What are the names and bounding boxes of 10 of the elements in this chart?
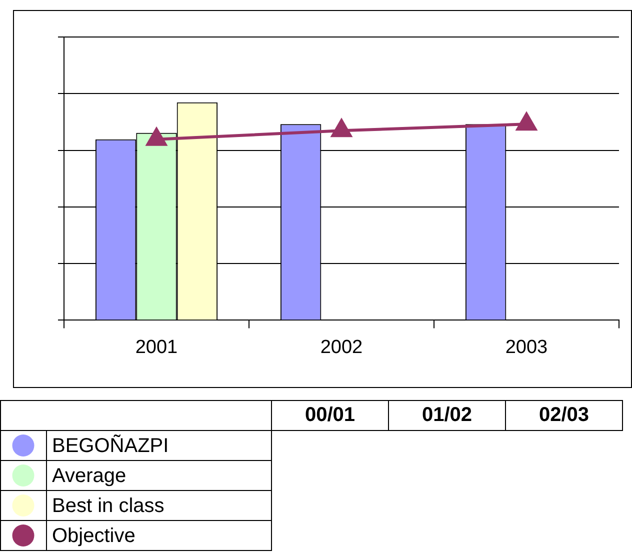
- legend-label: Objective: [52, 525, 136, 548]
- legend-label: Best in class: [52, 495, 164, 518]
- x-tick-label: 2001: [135, 336, 178, 358]
- text: 01/02: [388, 400, 506, 430]
- text: 00/01: [272, 400, 388, 430]
- legend-label: Average: [52, 465, 126, 488]
- x-tick-label: 2002: [320, 336, 363, 358]
- x-tick-label: 2003: [505, 336, 548, 358]
- legend-label: BEGOÑAZPI: [52, 434, 169, 458]
- text: 02/03: [506, 400, 622, 430]
